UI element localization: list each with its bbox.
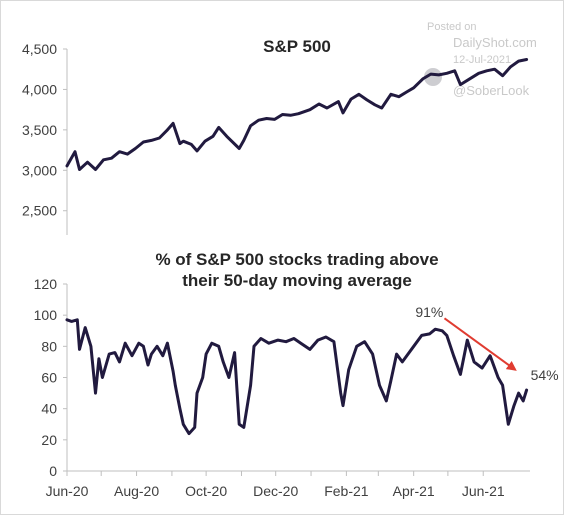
watermark-posted: Posted on bbox=[427, 21, 477, 33]
chart2-x-tick-label: Aug-20 bbox=[114, 483, 159, 499]
chart1-y-ticks: 2,500 3,000 3,500 4,000 4,500 bbox=[22, 41, 67, 219]
chart2-x-tick-label: Apr-21 bbox=[393, 483, 435, 499]
chart1-y-tick-label: 3,000 bbox=[22, 162, 57, 178]
chart2-x-ticks: Jun-20 Aug-20 Oct-20 Dec-20 Feb-21 Apr-21 Jun-… bbox=[46, 471, 505, 499]
watermark-handle: @SoberLook bbox=[453, 83, 530, 98]
annotation-latest-label: 54% bbox=[531, 367, 559, 383]
chart2-y-tick-label: 0 bbox=[49, 463, 57, 479]
chart2-x-tick-label: Feb-21 bbox=[324, 483, 369, 499]
chart2-annotations: 91% 54% bbox=[415, 304, 558, 383]
watermark-dot bbox=[424, 68, 442, 86]
chart2-x-tick-label: Dec-20 bbox=[253, 483, 298, 499]
chart1-y-tick-label: 4,500 bbox=[22, 41, 57, 57]
watermark-date: 12-Jul-2021 bbox=[453, 54, 511, 66]
chart1-series-line bbox=[65, 58, 529, 171]
chart1-y-tick-label: 4,000 bbox=[22, 81, 57, 97]
chart1-title: S&P 500 bbox=[263, 37, 331, 56]
chart2-title-line2: their 50-day moving average bbox=[182, 271, 412, 290]
chart2-y-tick-label: 20 bbox=[41, 432, 57, 448]
chart1-y-tick-label: 2,500 bbox=[22, 203, 57, 219]
chart2-y-tick-label: 120 bbox=[34, 276, 58, 292]
annotation-peak-label: 91% bbox=[415, 304, 443, 320]
chart2-x-tick-label: Oct-20 bbox=[185, 483, 227, 499]
chart2-y-tick-label: 40 bbox=[41, 401, 57, 417]
watermark-site: DailyShot.com bbox=[453, 35, 537, 50]
chart1-y-tick-label: 3,500 bbox=[22, 122, 57, 138]
chart2-y-tick-label: 100 bbox=[34, 307, 58, 323]
chart2-y-ticks: 0 20 40 60 80 100 120 bbox=[34, 276, 67, 479]
trend-arrow bbox=[443, 317, 517, 371]
chart2-title-line1: % of S&P 500 stocks trading above bbox=[155, 250, 438, 269]
chart2-series-line bbox=[65, 318, 529, 436]
chart2-x-tick-label: Jun-21 bbox=[462, 483, 505, 499]
chart2-y-tick-label: 80 bbox=[41, 338, 57, 354]
chart2-x-tick-label: Jun-20 bbox=[46, 483, 89, 499]
chart2-y-tick-label: 60 bbox=[41, 370, 57, 386]
